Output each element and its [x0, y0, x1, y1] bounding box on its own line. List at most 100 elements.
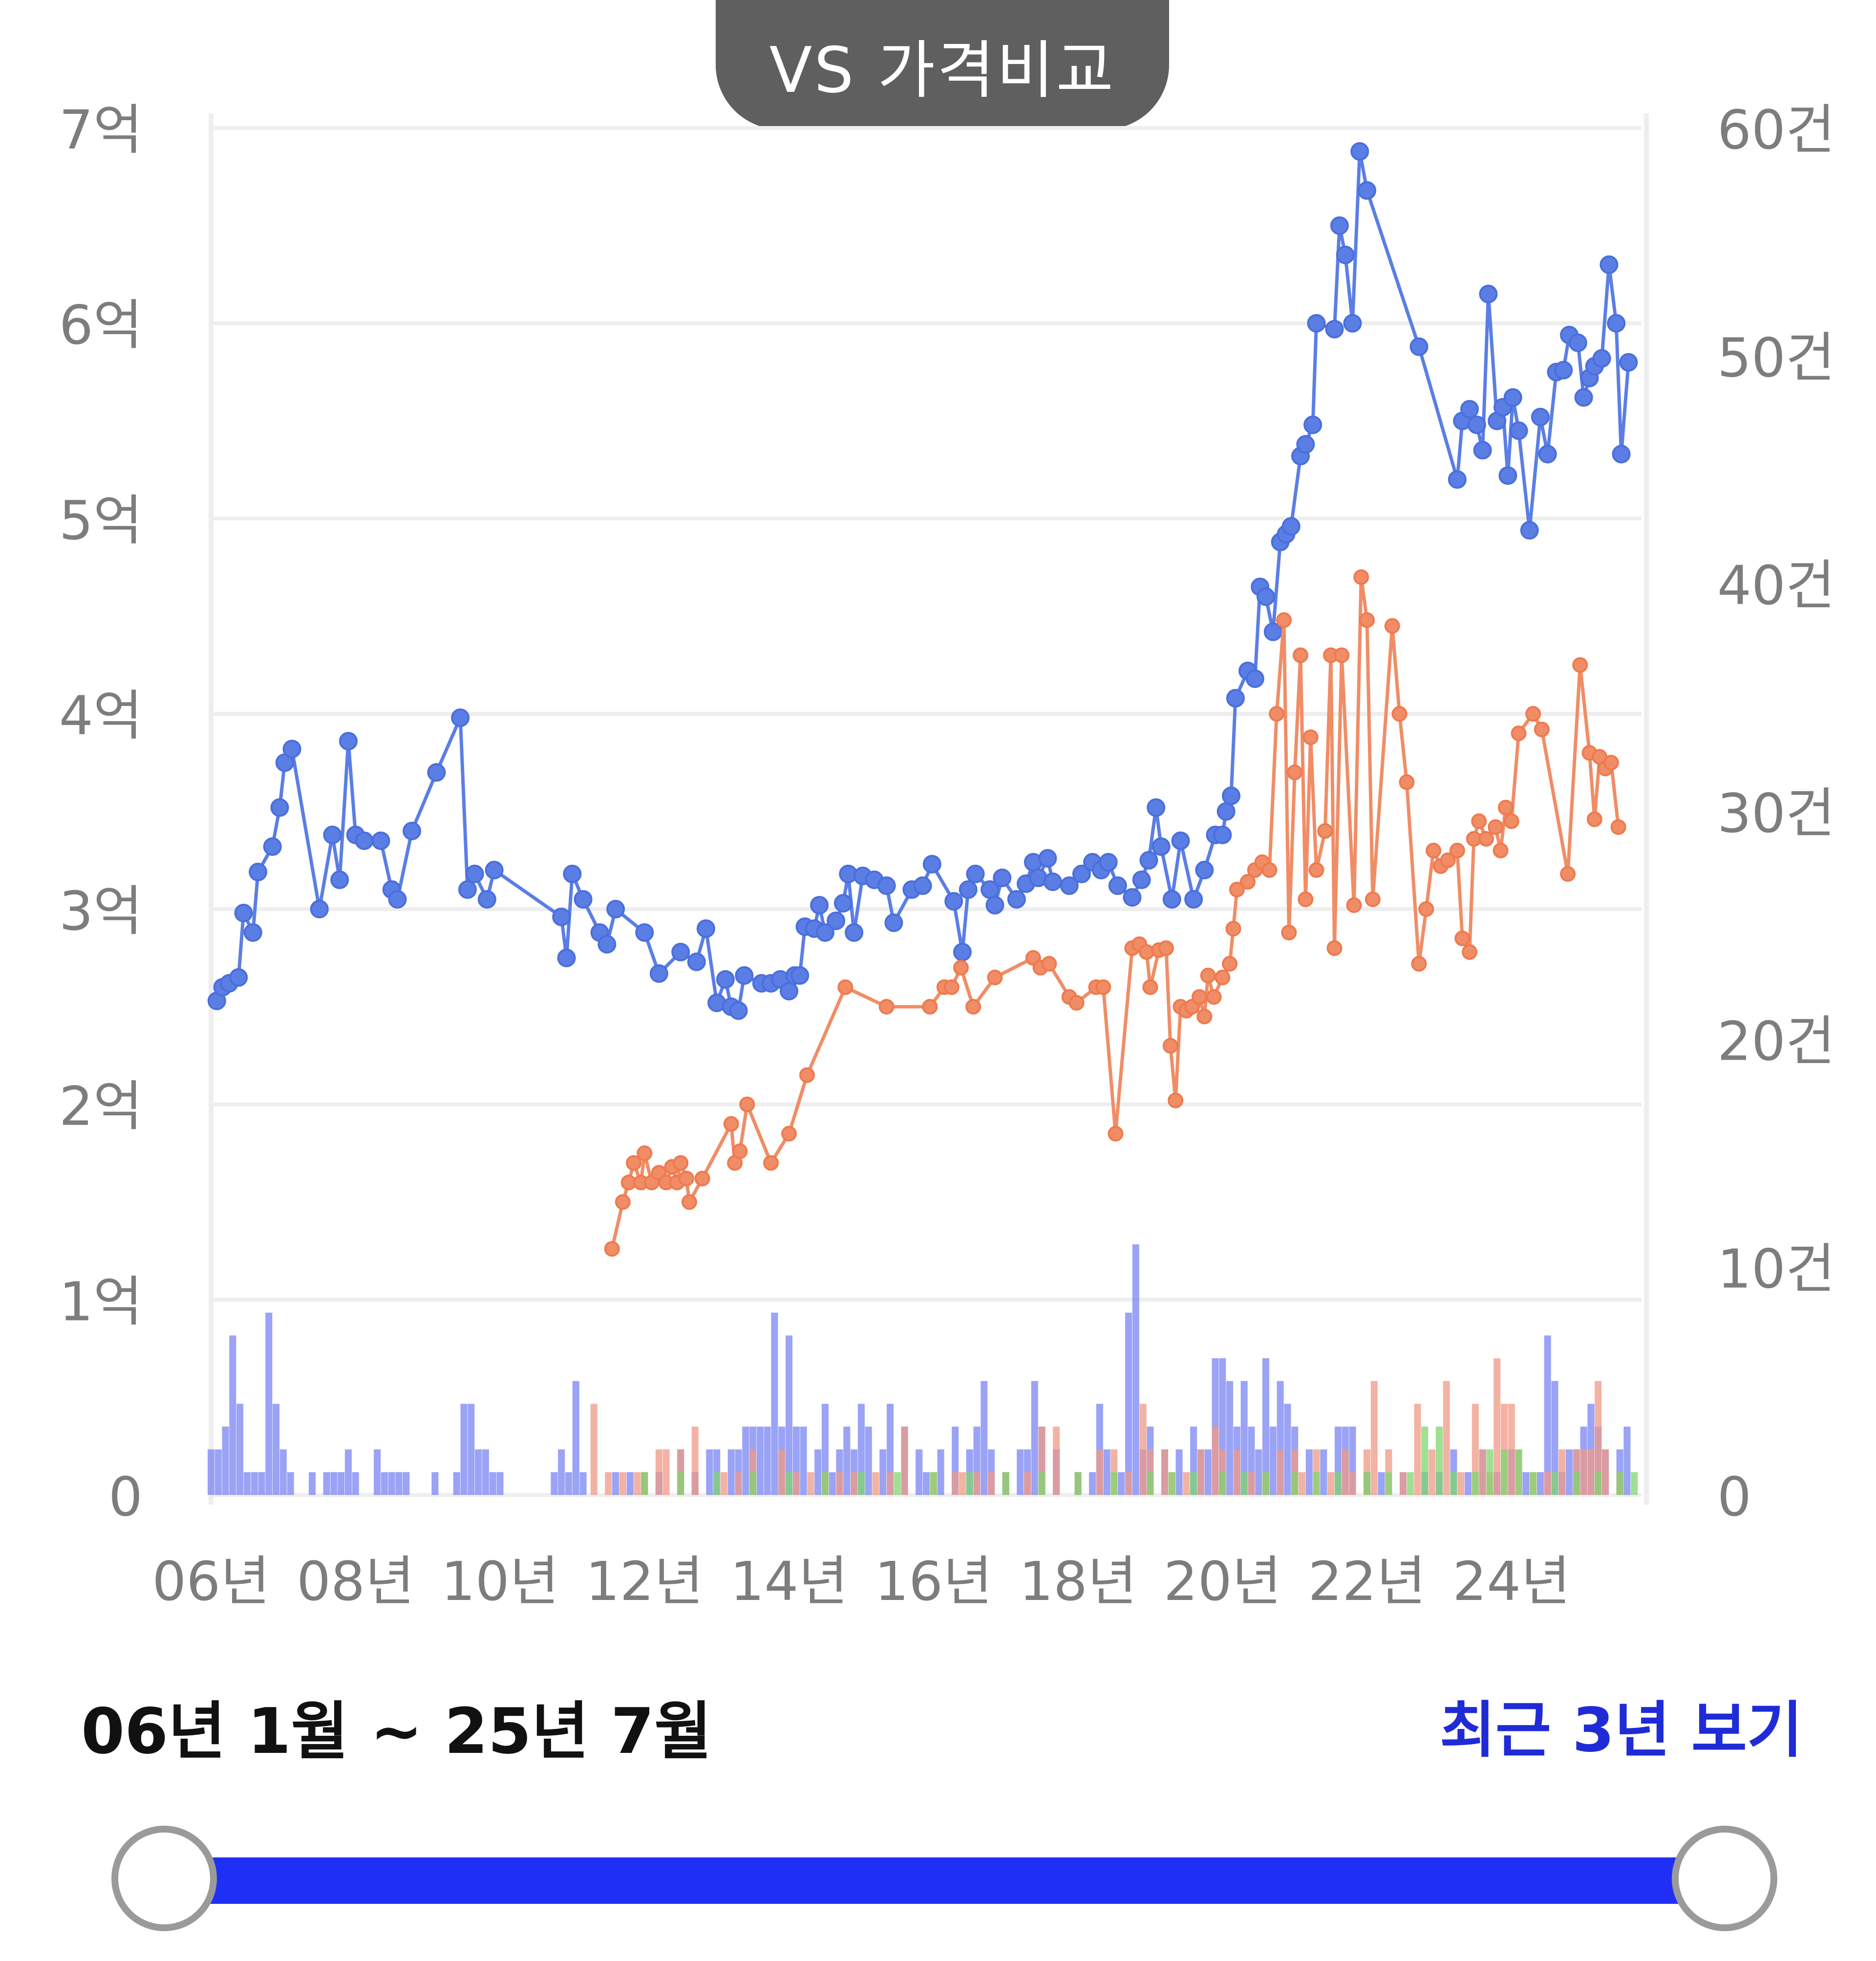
price-point	[1511, 725, 1527, 742]
volume-bar	[894, 1472, 901, 1495]
price-point	[671, 942, 690, 961]
price-point	[1478, 831, 1494, 847]
price-point	[1440, 852, 1456, 868]
range-slider-track[interactable]	[169, 1857, 1725, 1904]
volume-bar	[1530, 1472, 1537, 1495]
volume-bars	[207, 1244, 1638, 1495]
x-tick-label: 10년	[441, 1550, 559, 1613]
price-point	[1592, 349, 1611, 368]
range-slider-start-handle[interactable]	[111, 1826, 217, 1931]
volume-bar	[930, 1472, 937, 1495]
volume-bar	[1573, 1472, 1580, 1495]
volume-bar	[1298, 1472, 1305, 1495]
price-point	[1200, 967, 1216, 983]
price-point	[1336, 245, 1355, 264]
volume-bar	[1197, 1449, 1204, 1495]
range-slider-end-handle[interactable]	[1672, 1826, 1777, 1931]
price-point	[1123, 888, 1142, 907]
volume-bar	[619, 1472, 626, 1495]
volume-bar	[872, 1472, 879, 1495]
price-lines	[207, 142, 1638, 1257]
volume-bar	[865, 1427, 872, 1495]
price-point	[1240, 874, 1256, 890]
volume-bar	[786, 1472, 793, 1495]
volume-bar	[579, 1472, 587, 1495]
price-point	[1147, 798, 1166, 817]
volume-bar	[468, 1404, 475, 1495]
price-point	[1498, 466, 1517, 485]
price-point	[827, 911, 846, 930]
volume-bar	[1269, 1427, 1277, 1495]
price-point	[1303, 415, 1322, 434]
price-point	[1317, 823, 1333, 839]
volume-bar	[590, 1404, 597, 1495]
price-point	[1418, 901, 1434, 917]
volume-bar	[1031, 1381, 1038, 1495]
y-left-tick-label: 1억	[59, 1270, 143, 1333]
x-tick-label: 22년	[1308, 1550, 1426, 1613]
volume-bar	[1284, 1404, 1291, 1495]
volume-bar	[1327, 1472, 1335, 1495]
price-point	[1287, 765, 1303, 781]
volume-bar	[937, 1449, 944, 1495]
volume-bar	[1147, 1472, 1154, 1495]
price-point	[1191, 989, 1207, 1005]
y-left-tick-label: 5억	[59, 489, 143, 552]
price-point	[1358, 181, 1377, 200]
price-point	[1409, 337, 1428, 356]
grid-lines	[209, 113, 1649, 1505]
price-point	[1229, 881, 1245, 897]
volume-bar	[829, 1472, 836, 1495]
y-right-tick-label: 20건	[1717, 1010, 1835, 1072]
price-point	[1269, 706, 1285, 722]
price-point	[1171, 831, 1190, 850]
price-point	[1330, 216, 1349, 235]
volume-bar	[381, 1472, 388, 1495]
price-point	[1509, 421, 1528, 440]
volume-bar	[887, 1472, 894, 1495]
price-point	[310, 899, 329, 918]
volume-bar	[1110, 1472, 1118, 1495]
volume-bar	[1616, 1472, 1623, 1495]
price-point	[1041, 956, 1057, 972]
price-point	[687, 952, 706, 971]
price-point	[1460, 400, 1479, 419]
y-right-tick-label: 60건	[1717, 99, 1835, 161]
price-point	[597, 935, 617, 954]
price-point	[735, 966, 754, 985]
price-point	[637, 1145, 653, 1161]
price-point	[790, 966, 810, 985]
price-point	[1162, 890, 1181, 909]
y-left-tick-label: 0	[108, 1466, 143, 1528]
volume-bar	[1096, 1449, 1103, 1495]
volume-bar	[836, 1472, 843, 1495]
x-tick-label: 06년	[152, 1550, 270, 1613]
price-point	[1142, 979, 1158, 995]
volume-bar	[1118, 1472, 1125, 1495]
price-point	[1168, 1092, 1184, 1108]
price-point	[1184, 890, 1203, 909]
volume-bar	[287, 1472, 294, 1495]
price-point	[1473, 441, 1492, 460]
volume-bar	[1457, 1472, 1465, 1495]
volume-bar	[1450, 1472, 1457, 1495]
recent-3-years-button[interactable]: 최근 3년 보기	[1439, 1695, 1803, 1766]
volume-bar	[1125, 1472, 1132, 1495]
price-point	[1325, 320, 1344, 339]
vs-price-compare-button[interactable]: VS 가격비교	[716, 0, 1169, 129]
price-point	[1353, 569, 1369, 585]
volume-bar	[395, 1472, 403, 1495]
price-point	[458, 880, 477, 899]
volume-bar	[1212, 1427, 1219, 1495]
price-point	[1384, 618, 1400, 634]
y-left-tick-label: 3억	[59, 880, 143, 942]
price-point	[1222, 787, 1241, 806]
price-point	[1225, 920, 1241, 937]
volume-bar	[344, 1449, 352, 1495]
volume-bar	[1465, 1472, 1472, 1495]
volume-bar	[1443, 1381, 1450, 1495]
volume-bar	[1089, 1472, 1096, 1495]
y-axis-right: 0 10건 20건 30건 40건 50건 60건	[1717, 99, 1835, 1528]
volume-bar	[1493, 1358, 1501, 1495]
volume-bar	[1139, 1404, 1147, 1495]
